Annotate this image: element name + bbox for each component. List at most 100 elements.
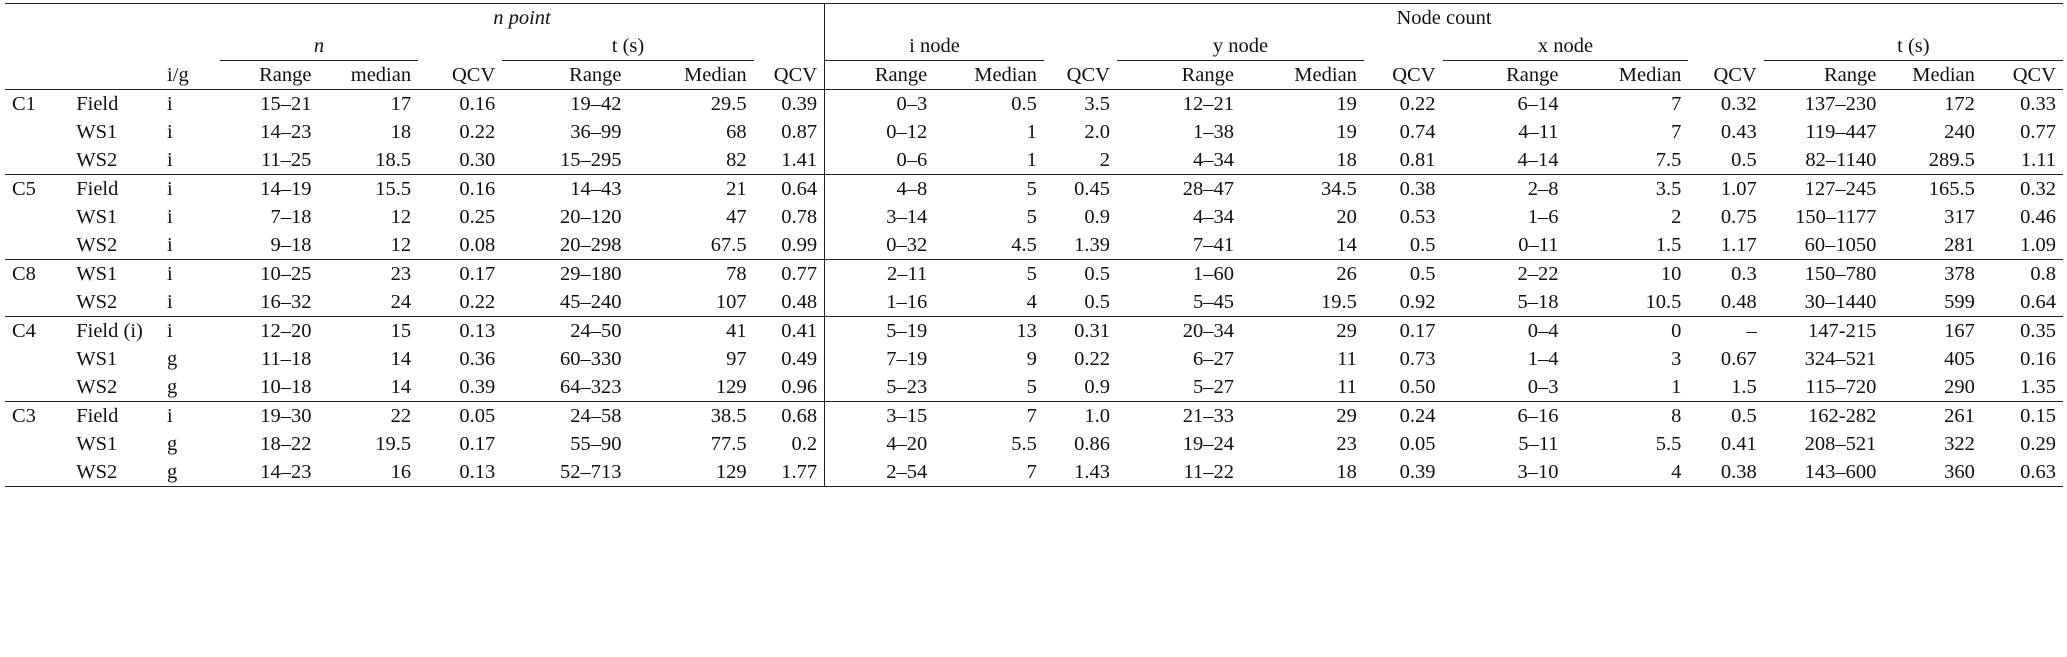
- value-cell: 208–521: [1804, 433, 1877, 455]
- value-cell: 10: [1565, 259, 1689, 288]
- header-n: n: [313, 35, 325, 57]
- ig-cell: i: [167, 121, 173, 143]
- value-cell: 18: [1336, 149, 1357, 171]
- value-cell: 0.22: [459, 291, 496, 313]
- value-cell: –: [1688, 316, 1764, 345]
- value-cell: 129: [715, 376, 747, 398]
- value-cell: 322: [1944, 433, 1975, 455]
- value-cell: 290: [1944, 376, 1975, 398]
- value-cell: 16–32: [260, 291, 312, 313]
- site-label: WS2: [69, 458, 161, 487]
- table-body: C1 Field i 15–21 17 0.16 19–42 29.5 0.39 0–3 0.5 3.…: [5, 89, 2063, 487]
- value-cell: 55–90: [570, 433, 622, 455]
- value-cell: 21: [628, 174, 754, 203]
- value-cell: 0.77: [2020, 121, 2056, 143]
- header-median: Median: [684, 64, 747, 86]
- value-cell: 0.17: [1363, 316, 1443, 345]
- value-cell: 0–11: [1518, 234, 1559, 256]
- value-cell: 8: [1565, 401, 1689, 430]
- value-cell: 0–4: [1442, 316, 1566, 345]
- value-cell: 13: [934, 316, 1044, 345]
- value-cell: 143–600: [1763, 458, 1884, 487]
- value-cell: 167: [1883, 316, 1982, 345]
- site-label: Field: [69, 401, 161, 430]
- value-cell: 1–4: [1527, 348, 1559, 370]
- value-cell: 0.32: [1688, 89, 1764, 118]
- group-code-empty: [5, 231, 69, 260]
- value-cell: 0.08: [459, 234, 496, 256]
- value-cell: 0.9: [1084, 376, 1110, 398]
- value-cell: 36–99: [570, 121, 622, 143]
- header-t-nodecount: t (s): [1763, 32, 2063, 61]
- value-cell: 0.17: [418, 259, 503, 288]
- value-cell: 0.45: [1043, 174, 1117, 203]
- value-cell: 2: [1671, 206, 1682, 228]
- table-row: WS2 i 11–25 18.5 0.30 15–295 82 1.41 0–6 1 2 4–34 18…: [5, 146, 2063, 175]
- group-code: C3: [5, 401, 70, 430]
- ig-cell: i: [160, 401, 220, 430]
- value-cell: 162-282: [1763, 401, 1884, 430]
- group-code-empty: [5, 430, 69, 458]
- value-cell: 82–1140: [1805, 149, 1877, 171]
- value-cell: 0.48: [1720, 291, 1757, 313]
- site-label: WS1: [76, 206, 118, 228]
- table-row: C4 Field (i) i 12–20 15 0.13 24–50 41 0.41 5–19 13…: [5, 316, 2063, 345]
- value-cell: 1.09: [2020, 234, 2056, 256]
- value-cell: 0.75: [1720, 206, 1757, 228]
- value-cell: 14: [390, 376, 412, 398]
- table-row: WS2 g 14–23 16 0.13 52–713 129 1.77 2–54 7 1.43 11–…: [5, 458, 2063, 487]
- value-cell: 5: [934, 174, 1044, 203]
- value-cell: 34.5: [1240, 174, 1364, 203]
- value-cell: 26: [1240, 259, 1364, 288]
- header-row-1: n point Node count: [5, 3, 2063, 32]
- header-qcv: QCV: [2012, 64, 2056, 86]
- value-cell: 3: [1671, 348, 1682, 370]
- value-cell: 0.92: [1399, 291, 1436, 313]
- value-cell: 23: [1336, 433, 1357, 455]
- value-cell: 1.77: [753, 458, 825, 487]
- header-qcv: QCV: [451, 63, 496, 86]
- value-cell: 0.73: [1399, 348, 1436, 370]
- value-cell: 29: [1240, 316, 1364, 345]
- value-cell: 60–330: [560, 348, 622, 370]
- value-cell: 18: [390, 121, 412, 143]
- group-code: C5: [5, 174, 70, 203]
- value-cell: 14: [390, 348, 412, 370]
- value-cell: 5–45: [1192, 291, 1234, 313]
- table-row: WS2 g 10–18 14 0.39 64–323 129 0.96 5–23 5 0.9 5–27…: [5, 373, 2063, 402]
- value-cell: 1–6: [1527, 206, 1559, 228]
- value-cell: 20: [1336, 206, 1357, 228]
- value-cell: 0–12: [824, 118, 935, 146]
- value-cell: 19–42: [502, 89, 629, 118]
- value-cell: 22: [318, 401, 419, 430]
- value-cell: 0.64: [2020, 291, 2056, 313]
- site-label: WS1: [76, 433, 118, 455]
- value-cell: 0.63: [1981, 458, 2063, 487]
- value-cell: 47: [726, 206, 747, 228]
- value-cell: 1–38: [1192, 121, 1234, 143]
- value-cell: 0.36: [459, 348, 496, 370]
- value-cell: 19–24: [1182, 433, 1234, 455]
- value-cell: 0.53: [1399, 206, 1436, 228]
- value-cell: 29.5: [628, 89, 754, 118]
- header-median: Median: [1294, 64, 1357, 86]
- group-code-empty: [5, 146, 69, 175]
- value-cell: 0–3: [824, 89, 935, 118]
- value-cell: 0.78: [781, 206, 818, 228]
- value-cell: 0.5: [1084, 291, 1110, 313]
- value-cell: 0.81: [1399, 149, 1436, 171]
- value-cell: 0.43: [1720, 121, 1757, 143]
- value-cell: 7–19: [824, 345, 935, 373]
- value-cell: 1.43: [1043, 458, 1117, 487]
- value-cell: 15–295: [560, 149, 622, 171]
- ig-cell: i: [167, 149, 173, 171]
- value-cell: 5–23: [824, 373, 935, 402]
- value-cell: 1: [1671, 376, 1682, 398]
- value-cell: 45–240: [560, 291, 622, 313]
- site-label: WS1: [76, 121, 118, 143]
- value-cell: 4–14: [1517, 149, 1559, 171]
- header-range: Range: [569, 64, 622, 86]
- value-cell: 405: [1944, 348, 1975, 370]
- value-cell: 129: [628, 458, 754, 487]
- value-cell: 0.50: [1399, 376, 1436, 398]
